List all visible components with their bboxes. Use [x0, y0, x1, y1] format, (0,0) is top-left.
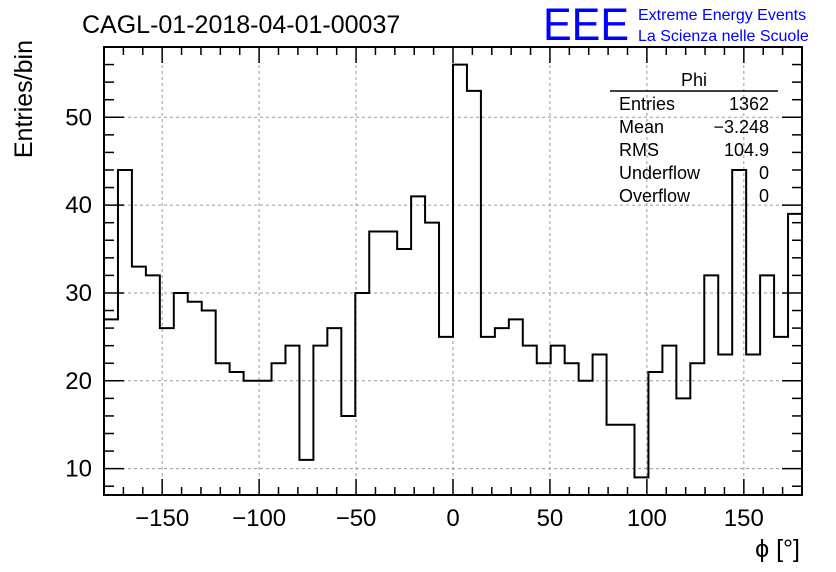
x-tick-label: 100 — [627, 505, 667, 532]
x-tick-label: 0 — [446, 505, 459, 532]
eee-logo-line1: Extreme Energy Events — [638, 7, 806, 24]
axes — [103, 46, 803, 496]
stats-box-title: Phi — [681, 70, 707, 90]
stats-box: Phi Entries 1362 Mean −3.248 RMS 104.9 Underfl… — [610, 70, 778, 206]
stats-label: Overflow — [619, 186, 691, 206]
x-tick-label: 50 — [537, 505, 564, 532]
x-axis-label: ϕ [°] — [755, 535, 800, 563]
y-tick-label: 30 — [65, 280, 92, 307]
y-tick-label: 40 — [65, 192, 92, 219]
y-tick-labels: 10 20 30 40 50 — [65, 104, 92, 482]
stats-value: 1362 — [729, 94, 769, 114]
stats-label: RMS — [619, 140, 659, 160]
chart-title: CAGL-01-2018-04-01-00037 — [82, 11, 400, 39]
y-tick-label: 20 — [65, 368, 92, 395]
y-tick-label: 10 — [65, 456, 92, 483]
x-tick-label: −150 — [135, 505, 189, 532]
eee-logo-line2: La Scienza nelle Scuole — [638, 28, 809, 45]
eee-logo: EEE Extreme Energy Events La Scienza nel… — [543, 0, 809, 50]
stats-value: 0 — [759, 186, 769, 206]
stats-value: 104.9 — [724, 140, 769, 160]
x-tick-label: −100 — [232, 505, 286, 532]
y-tick-label: 50 — [65, 104, 92, 131]
stats-label: Entries — [619, 94, 675, 114]
x-tick-label: −50 — [336, 505, 377, 532]
y-axis-label: Entries/bin — [10, 40, 38, 158]
histogram-steps — [104, 63, 802, 479]
stats-label: Mean — [619, 117, 664, 137]
stats-value: 0 — [759, 163, 769, 183]
eee-logo-mark: EEE — [543, 0, 629, 50]
stats-label: Underflow — [619, 163, 701, 183]
x-tick-label: 150 — [724, 505, 764, 532]
stats-value: −3.248 — [713, 117, 769, 137]
x-tick-labels: −150 −100 −50 0 50 100 150 — [135, 505, 764, 532]
